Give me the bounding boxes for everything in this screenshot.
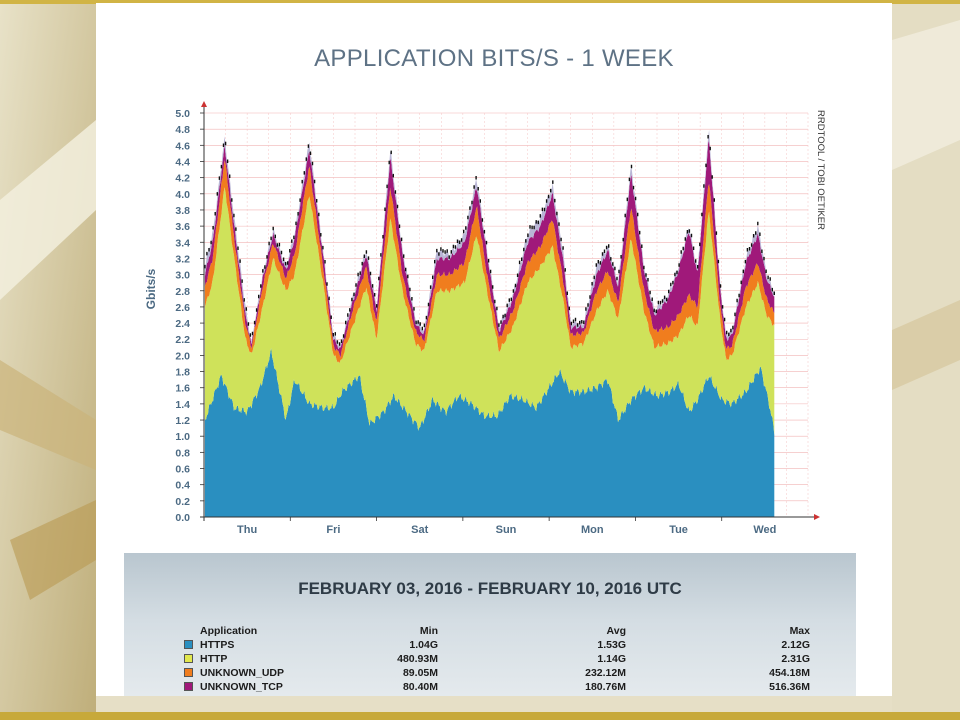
y-tick-label: 4.2 xyxy=(175,173,190,185)
y-axis-arrow xyxy=(201,101,207,107)
x-tick-label: Tue xyxy=(669,524,688,536)
total-peak-marks xyxy=(204,135,775,346)
rrdtool-credit-label: RRDTOOL / TOBI OETIKER xyxy=(815,110,826,230)
y-tick-label: 1.8 xyxy=(175,367,190,379)
legend-max: 454.18M xyxy=(769,667,810,679)
y-tick-label: 1.4 xyxy=(175,399,190,411)
legend-name: HTTPS xyxy=(200,639,235,651)
header-application: Application xyxy=(200,625,258,637)
legend-swatch-unknown-udp xyxy=(184,668,193,677)
legend-max: 516.36M xyxy=(769,681,810,693)
date-range: FEBRUARY 03, 2016 - FEBRUARY 10, 2016 UT… xyxy=(298,579,682,598)
header-max: Max xyxy=(789,625,810,637)
bottom-accent-bar xyxy=(0,712,960,720)
legend-avg: 232.12M xyxy=(585,667,626,679)
y-tick-label: 4.4 xyxy=(175,156,190,168)
y-tick-labels: 0.0 0.2 0.4 0.6 0.8 1.0 1.2 1.4 1.6 1.8 2.0 2.2 2.4 2… xyxy=(175,108,204,524)
legend-min: 1.04G xyxy=(409,639,438,651)
y-tick-label: 2.0 xyxy=(175,350,190,362)
y-tick-label: 5.0 xyxy=(175,108,190,120)
x-tick-label: Wed xyxy=(753,524,776,536)
area-https xyxy=(204,347,775,517)
legend-min: 80.40M xyxy=(402,681,438,693)
x-tick-label: Fri xyxy=(326,524,340,536)
y-tick-label: 0.8 xyxy=(175,447,190,459)
chart-title: APPLICATION BITS/S - 1 WEEK xyxy=(314,45,674,72)
y-tick-label: 3.2 xyxy=(175,253,190,265)
legend-avg: 1.14G xyxy=(597,653,626,665)
legend-max: 2.31G xyxy=(781,653,810,665)
legend-header-row: Application Min Avg Max xyxy=(124,625,856,637)
y-tick-label: 3.0 xyxy=(175,270,190,282)
y-tick-label: 4.8 xyxy=(175,124,190,136)
chart-card: APPLICATION BITS/S - 1 WEEK 0.0 0.2 0.4 0.6… xyxy=(96,3,892,696)
total-caps xyxy=(204,135,775,346)
x-tick-label: Sat xyxy=(411,524,428,536)
legend-name: HTTP xyxy=(200,653,228,665)
series-areas xyxy=(204,130,775,517)
legend-avg: 180.76M xyxy=(585,681,626,693)
y-tick-label: 2.8 xyxy=(175,286,190,298)
y-axis-label: Gbits/s xyxy=(144,268,158,309)
legend-swatch-https xyxy=(184,640,193,649)
legend-name: UNKNOWN_UDP xyxy=(200,667,284,679)
legend-name: UNKNOWN_TCP xyxy=(200,681,283,693)
y-tick-label: 4.6 xyxy=(175,140,190,152)
top-accent-bar xyxy=(0,0,960,4)
legend-swatch-unknown-tcp xyxy=(184,682,193,691)
summary-panel: FEBRUARY 03, 2016 - FEBRUARY 10, 2016 UT… xyxy=(124,553,856,696)
legend-max: 2.12G xyxy=(781,639,810,651)
y-tick-label: 0.2 xyxy=(175,496,190,508)
y-tick-label: 3.6 xyxy=(175,221,190,233)
y-tick-label: 3.8 xyxy=(175,205,190,217)
y-tick-label: 1.0 xyxy=(175,431,190,443)
y-tick-label: 0.0 xyxy=(175,512,190,524)
y-tick-label: 4.0 xyxy=(175,189,190,201)
header-avg: Avg xyxy=(606,625,626,637)
area-http xyxy=(204,187,775,435)
legend-row: HTTPS 1.04G 1.53G 2.12G xyxy=(124,639,856,651)
axes xyxy=(200,101,820,521)
legend-avg: 1.53G xyxy=(597,639,626,651)
y-tick-label: 3.4 xyxy=(175,237,190,249)
y-tick-label: 1.6 xyxy=(175,383,190,395)
legend-min: 480.93M xyxy=(397,653,438,665)
y-tick-label: 2.4 xyxy=(175,318,190,330)
legend-row: UNKNOWN_UDP 89.05M 232.12M 454.18M xyxy=(124,667,856,679)
header-min: Min xyxy=(419,625,438,637)
legend-min: 89.05M xyxy=(402,667,438,679)
y-tick-label: 2.2 xyxy=(175,334,190,346)
chart-svg: 0.0 0.2 0.4 0.6 0.8 1.0 1.2 1.4 1.6 1.8 2.0 2.2 2.4 2… xyxy=(144,101,826,536)
legend-row: HTTP 480.93M 1.14G 2.31G xyxy=(124,653,856,665)
x-tick-labels: Thu Fri Sat Sun Mon Tue Wed xyxy=(237,517,776,536)
legend-row: UNKNOWN_TCP 80.40M 180.76M 516.36M xyxy=(124,681,856,693)
y-tick-label: 0.6 xyxy=(175,464,190,476)
area-unknown-tcp xyxy=(204,140,775,358)
y-tick-label: 1.2 xyxy=(175,415,190,427)
legend-swatch-http xyxy=(184,654,193,663)
x-tick-label: Mon xyxy=(581,524,604,536)
x-tick-label: Sun xyxy=(496,524,517,536)
x-tick-label: Thu xyxy=(237,524,257,536)
y-tick-label: 2.6 xyxy=(175,302,190,314)
x-axis-arrow xyxy=(814,514,820,520)
y-tick-label: 0.4 xyxy=(175,480,190,492)
